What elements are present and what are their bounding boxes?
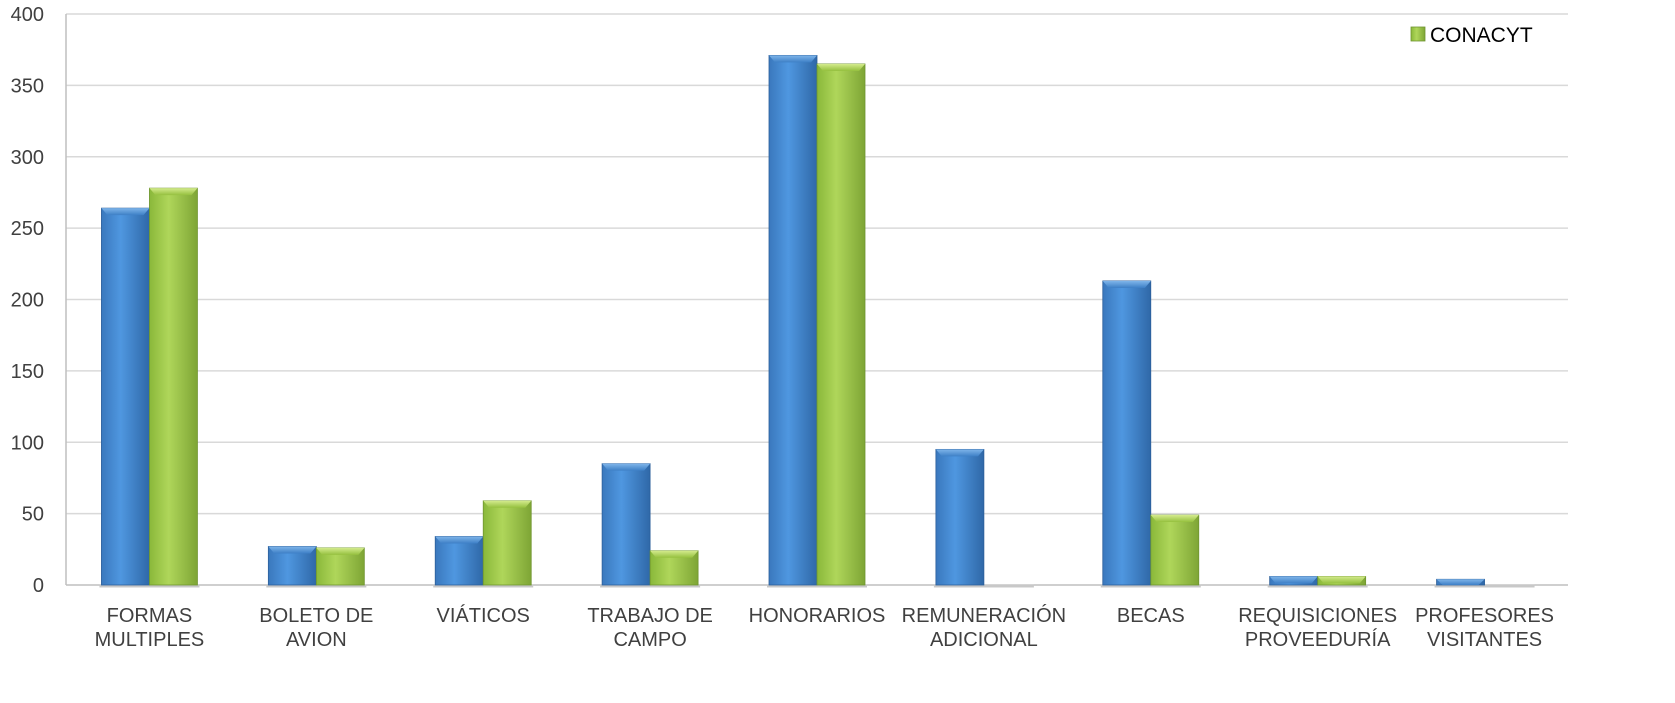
bar-body: [601, 463, 651, 586]
bar-cap: [435, 536, 484, 544]
bar-series-1: [1269, 576, 1319, 586]
y-tick-label: 300: [11, 147, 44, 169]
bar-cap: [1150, 515, 1199, 523]
bars: [101, 54, 1485, 586]
bar-body: [101, 207, 150, 586]
bar-cap: [650, 550, 699, 558]
bar-body: [149, 187, 198, 586]
bar-cap: [602, 463, 651, 471]
legend-swatch: [1410, 26, 1426, 42]
bar-body: [935, 448, 985, 586]
y-tick-label: 400: [11, 4, 44, 26]
category-labels: FORMAS MULTIPLES BOLETO DE AVION VIÁTICOS TRA…: [95, 604, 1554, 651]
bar-cap: [1269, 576, 1318, 584]
bar-series-1: [1436, 578, 1485, 586]
bar-series-1: [601, 463, 651, 586]
y-tick-label: 350: [11, 75, 44, 97]
bar-cap: [1436, 579, 1485, 585]
bar-body: [816, 63, 866, 586]
bar-body: [1102, 280, 1152, 586]
bar-conacyt: [816, 63, 866, 586]
y-tick-label: 150: [11, 361, 44, 383]
y-tick-label: 0: [33, 575, 44, 597]
bar-series-1: [267, 546, 317, 586]
bar-series-1: [101, 207, 150, 586]
y-tick-label: 250: [11, 218, 44, 240]
bar-series-1: [935, 448, 985, 586]
y-tick-label: 50: [22, 504, 44, 526]
bar-series-1: [434, 536, 484, 586]
x-tick-label: REMUNERACIÓN ADICIONAL: [902, 604, 1066, 651]
bar-conacyt: [1317, 576, 1367, 586]
bar-cap: [1317, 576, 1366, 584]
x-tick-label: HONORARIOS: [749, 605, 886, 627]
bar-series-1: [768, 54, 818, 586]
bar-conacyt: [1150, 514, 1200, 586]
legend-label: CONACYT: [1430, 24, 1533, 47]
bar-cap: [268, 546, 317, 554]
bar-cap: [769, 55, 817, 63]
x-tick-label: VIÁTICOS: [437, 604, 530, 627]
bar-body: [768, 54, 818, 586]
x-tick-label: PROFESORES VISITANTES: [1415, 605, 1554, 651]
x-tick-label: TRABAJO DE CAMPO: [587, 605, 713, 651]
bar-body: [482, 500, 532, 586]
bar-cap: [316, 547, 365, 555]
x-tick-label: REQUISICIONES PROVEEDURÍA: [1238, 605, 1397, 651]
bar-conacyt: [315, 547, 365, 586]
bar-conacyt: [149, 187, 198, 586]
bar-cap: [149, 188, 198, 196]
bar-cap: [1102, 280, 1151, 288]
bar-cap: [935, 449, 984, 457]
y-tick-label: 100: [11, 432, 44, 454]
x-tick-label: BOLETO DE AVION: [259, 605, 373, 651]
x-tick-label: FORMAS MULTIPLES: [95, 605, 205, 651]
legend: CONACYT: [1410, 24, 1533, 47]
y-tick-label: 200: [11, 290, 44, 312]
bar-cap: [101, 208, 150, 216]
x-tick-label: BECAS: [1117, 605, 1185, 627]
bar-body: [1150, 514, 1200, 586]
bar-conacyt: [482, 500, 532, 586]
bar-series-1: [1102, 280, 1152, 586]
bar-cap: [817, 63, 865, 71]
bar-cap: [483, 500, 532, 508]
bar-conacyt: [649, 550, 699, 586]
bar-body: [434, 536, 484, 586]
